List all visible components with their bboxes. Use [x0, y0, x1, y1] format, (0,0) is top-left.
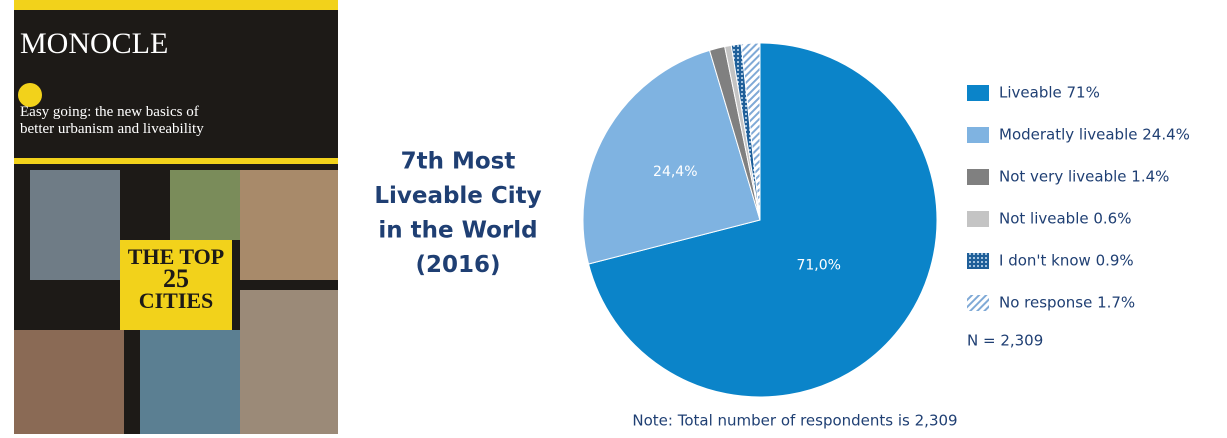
legend-swatch [967, 169, 989, 185]
legend-label: No response 1.7% [999, 294, 1135, 312]
cover-feature-top: THE TOP [127, 244, 225, 269]
pie-slice [582, 49, 761, 265]
legend-swatch [967, 253, 989, 269]
chart-title: (2016) [415, 252, 500, 278]
cover-feature-number: 25 [163, 264, 189, 293]
legend-label: I don't know 0.9% [999, 252, 1134, 270]
chart: 7th Most Liveable City in the World (2016) 7… [374, 42, 1190, 430]
chart-title: Liveable City [374, 183, 541, 209]
pie-slice [740, 42, 761, 221]
legend-label: Moderatly liveable 24.4% [999, 126, 1190, 144]
legend-label: Liveable 71% [999, 84, 1100, 102]
legend-label: Not liveable 0.6% [999, 210, 1131, 228]
slice-label: 24,4% [653, 164, 697, 180]
slice-label: 71,0% [796, 258, 840, 274]
magazine-cover: MONOCLE [14, 0, 338, 434]
cover-feature: THE TOP 25 CITIES [122, 246, 230, 312]
cover-feature-bottom: CITIES [138, 288, 214, 313]
annotation: Note: Total number of respondents is 2,3… [632, 412, 957, 430]
legend-swatch [967, 85, 989, 101]
cover-masthead: MONOCLE [20, 27, 168, 60]
legend-swatch [967, 295, 989, 311]
chart-title: 7th Most [401, 149, 516, 175]
pie-slice [587, 42, 938, 398]
annotation: N = 2,309 [967, 332, 1043, 350]
cover-headline: Easy going: the new basics of better urb… [20, 104, 204, 137]
legend-label: Not very liveable 1.4% [999, 168, 1169, 186]
legend-swatch [967, 127, 989, 143]
chart-title: in the World [378, 218, 537, 244]
legend-swatch [967, 211, 989, 227]
